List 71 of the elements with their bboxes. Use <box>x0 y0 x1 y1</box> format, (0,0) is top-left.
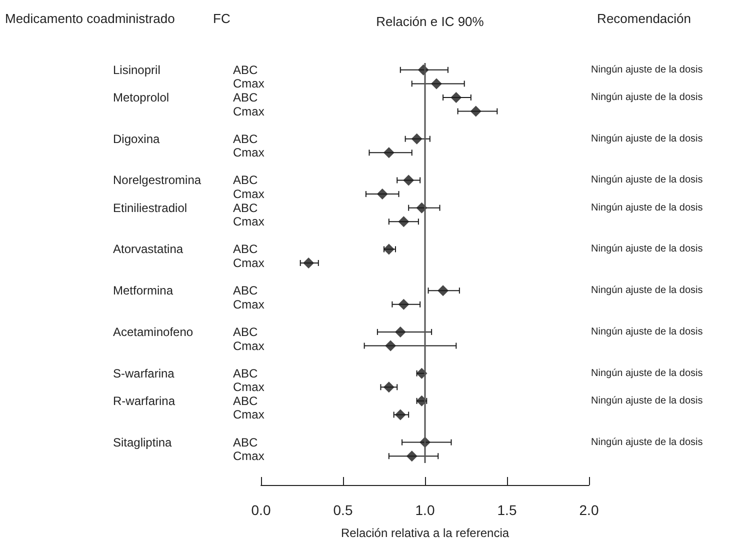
y2-tick-label: Metformina <box>113 284 174 298</box>
text: Ningún ajuste de la dosis <box>591 92 703 103</box>
y-tick-label: ABC <box>233 284 258 298</box>
y2-tick-label: S-warfarina <box>113 366 175 380</box>
y-tick-label: ABC <box>233 90 258 104</box>
y-tick-label: Cmax <box>233 76 264 91</box>
x-tick-label: 1.0 <box>415 502 435 518</box>
text: Recomendación <box>597 11 692 26</box>
y2-tick-label: R-warfarina <box>113 394 176 408</box>
point <box>430 78 442 90</box>
point <box>394 326 406 338</box>
text: Ningún ajuste de la dosis <box>591 436 703 448</box>
text: Ningún ajuste de la dosis <box>591 174 703 186</box>
text: Ningún ajuste de la dosis <box>591 395 703 406</box>
text: Ningún ajuste de la dosis <box>591 368 703 379</box>
y-tick-label: ABC <box>233 366 258 380</box>
point <box>383 382 394 393</box>
point <box>438 285 449 296</box>
point <box>376 188 388 200</box>
y2-tick-label: Digoxina <box>113 132 160 146</box>
y2-tick-label: Sitagliptina <box>113 435 172 450</box>
text: Ningún ajuste de la dosis <box>591 285 703 296</box>
y-tick-label: Cmax <box>233 214 264 229</box>
x-tick-label: 2.0 <box>579 502 599 518</box>
y2-tick-label: Lisinopril <box>113 62 160 77</box>
text: Ningún ajuste de la dosis <box>591 64 703 76</box>
y-tick-label: Cmax <box>233 338 264 353</box>
y-tick-label: ABC <box>233 242 258 256</box>
y-tick-label: Cmax <box>233 297 264 312</box>
point <box>403 174 414 186</box>
point <box>416 202 428 214</box>
y2-tick-label: Metoprolol <box>113 90 170 104</box>
y-tick-label: ABC <box>233 62 258 77</box>
y-tick-label: Cmax <box>233 380 264 394</box>
y-tick-label: ABC <box>233 324 258 339</box>
x-axis-title: Relación relativa a la referencia <box>340 526 510 540</box>
point <box>406 450 418 462</box>
y-tick-label: Cmax <box>233 104 264 118</box>
text: Ningún ajuste de la dosis <box>591 133 703 144</box>
text: FC <box>213 11 230 26</box>
x-tick-label: 0.5 <box>333 502 353 518</box>
chart-title: Relación e IC 90% <box>376 14 484 29</box>
point <box>470 106 482 117</box>
y2-tick-label: Atorvastatina <box>113 242 184 256</box>
y-tick-label: Cmax <box>233 256 264 270</box>
x-tick-label: 0.0 <box>251 502 271 518</box>
point <box>383 147 394 158</box>
text: Ningún ajuste de la dosis <box>591 244 703 255</box>
point <box>398 216 410 228</box>
y-tick-label: ABC <box>233 435 258 450</box>
x-tick-label: 1.5 <box>497 502 517 518</box>
point <box>398 298 410 310</box>
y-tick-label: ABC <box>233 173 258 188</box>
text: Medicamento coadministrado <box>5 11 175 26</box>
y2-tick-label: Etiniliestradiol <box>113 200 188 215</box>
y2-tick-label: Acetaminofeno <box>113 324 194 339</box>
y-tick-label: ABC <box>233 132 258 146</box>
y2-tick-label: Norelgestromina <box>113 173 202 188</box>
point <box>411 133 422 144</box>
y-tick-label: ABC <box>233 200 258 215</box>
text: Ningún ajuste de la dosis <box>591 202 703 214</box>
y-tick-label: Cmax <box>233 408 264 422</box>
text: Ningún ajuste de la dosis <box>591 326 703 338</box>
y-tick-label: Cmax <box>233 449 264 464</box>
point <box>303 258 314 268</box>
y-tick-label: Cmax <box>233 146 264 160</box>
point <box>394 409 406 420</box>
y-tick-label: Cmax <box>233 187 264 202</box>
point <box>450 92 462 103</box>
point <box>385 340 396 352</box>
y-tick-label: ABC <box>233 394 258 408</box>
